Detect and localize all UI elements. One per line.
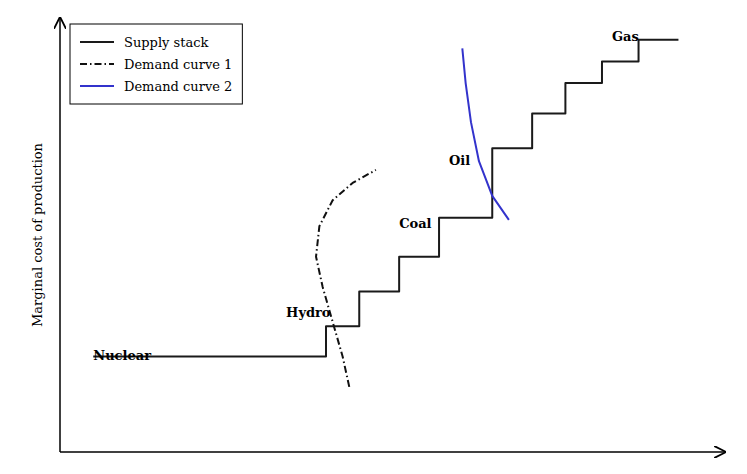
legend-swatch (80, 85, 114, 87)
series-line (462, 48, 509, 219)
series-line (316, 170, 376, 387)
annotation: Hydro (286, 305, 331, 320)
legend-label: Supply stack (124, 35, 208, 50)
series-line (93, 40, 678, 357)
y-axis (59, 18, 61, 452)
legend: Supply stack Demand curve 1 Demand curve 2 (70, 24, 242, 104)
x-axis (60, 451, 725, 453)
plot-area (93, 40, 678, 387)
annotation: Oil (449, 153, 470, 168)
annotation: Gas (612, 29, 639, 44)
legend-label: Demand curve 2 (124, 79, 232, 94)
legend-swatch (80, 41, 114, 43)
legend-label: Demand curve 1 (124, 57, 232, 72)
annotation: Nuclear (93, 348, 151, 363)
chart: Marginal cost of production Nuclear Hydro C… (0, 0, 747, 474)
legend-swatch (80, 63, 114, 65)
y-axis-label: Marginal cost of production (30, 142, 45, 327)
legend-frame (70, 24, 242, 104)
annotation: Coal (399, 216, 431, 231)
